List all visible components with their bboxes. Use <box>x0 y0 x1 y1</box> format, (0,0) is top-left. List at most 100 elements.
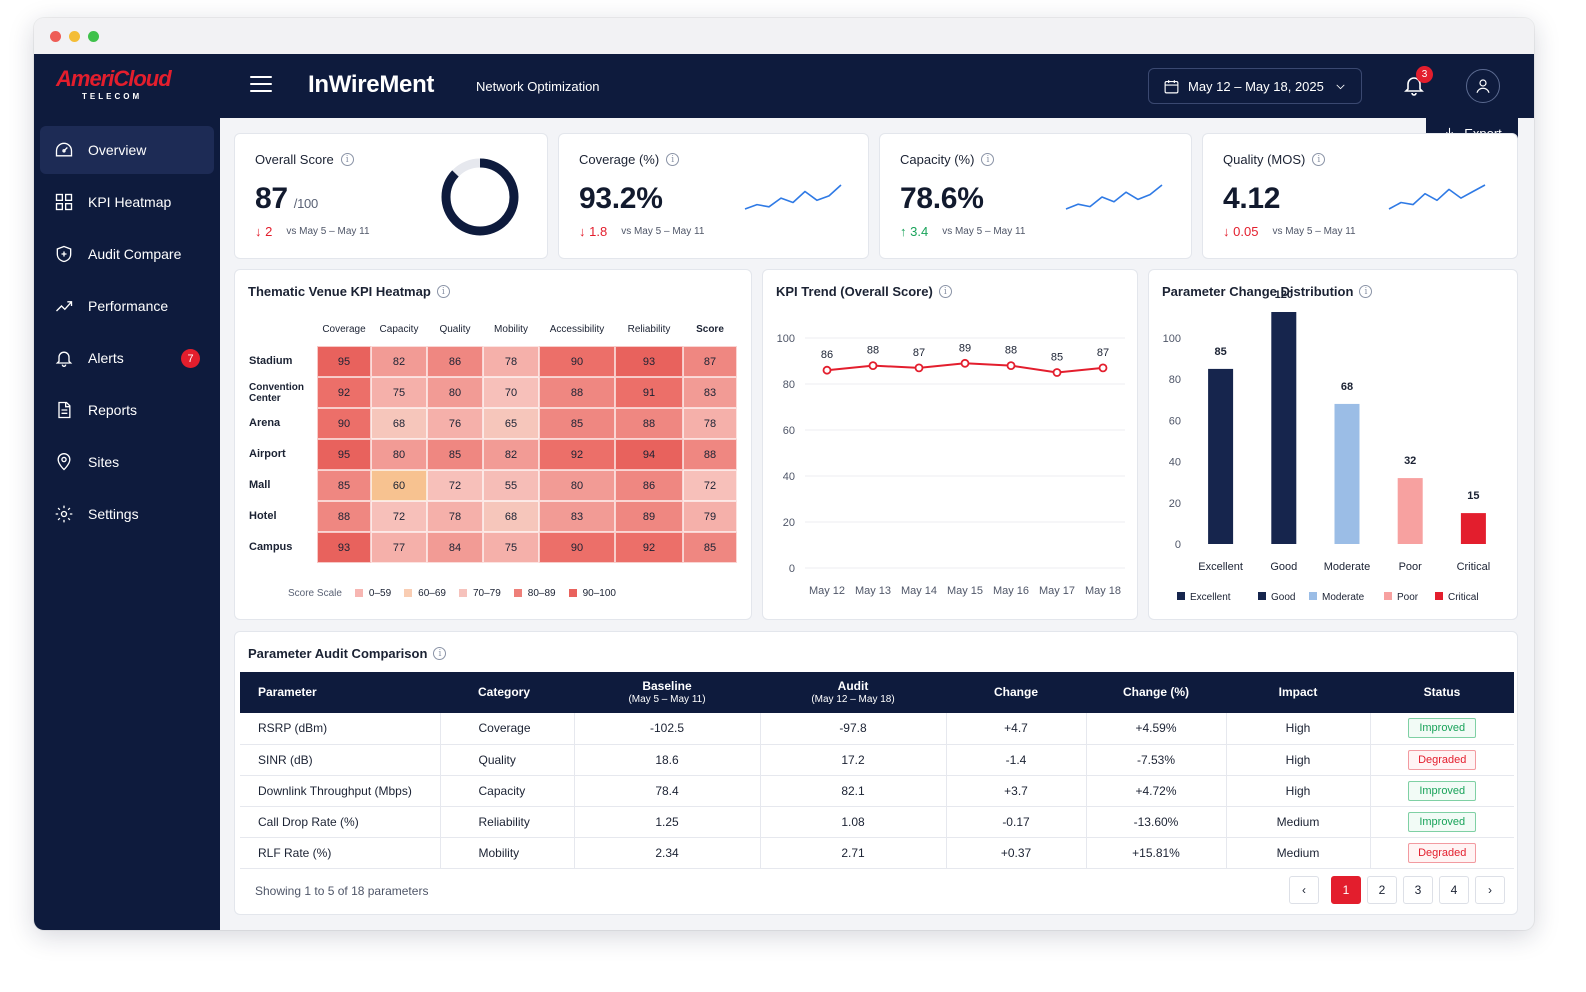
heatmap-cell[interactable]: 75 <box>371 377 427 408</box>
col-header-category[interactable]: Category <box>478 685 531 699</box>
heatmap-cell[interactable]: 55 <box>483 470 539 501</box>
col-header-baseline[interactable]: Baseline (May 5 – May 11) <box>574 672 760 713</box>
info-icon[interactable]: i <box>666 153 680 166</box>
heatmap-cell[interactable]: 93 <box>317 532 371 563</box>
heatmap-cell[interactable]: 86 <box>615 470 683 501</box>
heatmap-cell[interactable]: 72 <box>683 470 737 501</box>
heatmap-cell[interactable]: 80 <box>371 439 427 470</box>
pagination-next-button[interactable]: › <box>1475 876 1505 904</box>
date-range-picker[interactable]: May 12 – May 18, 2025 <box>1148 68 1362 104</box>
heatmap-cell[interactable]: 68 <box>483 501 539 532</box>
info-icon[interactable]: i <box>1312 153 1326 166</box>
sidebar-item-performance[interactable]: Performance <box>40 282 214 330</box>
company-logo[interactable]: AmeriCloud TELECOM <box>56 66 176 104</box>
heatmap-cell[interactable]: 60 <box>371 470 427 501</box>
heatmap-cell[interactable]: 85 <box>427 439 483 470</box>
user-avatar[interactable] <box>1466 69 1500 103</box>
heatmap-cell[interactable]: 90 <box>539 346 615 377</box>
bell-icon <box>55 351 73 367</box>
pagination-page-button[interactable]: 4 <box>1439 876 1469 904</box>
heatmap-cell[interactable]: 89 <box>615 501 683 532</box>
heatmap-cell[interactable]: 72 <box>427 470 483 501</box>
col-header-change-pct[interactable]: Change (%) <box>1123 685 1189 699</box>
heatmap-cell[interactable]: 78 <box>427 501 483 532</box>
heatmap-cell[interactable]: 86 <box>427 346 483 377</box>
heatmap-cell[interactable]: 90 <box>539 532 615 563</box>
close-window-button[interactable] <box>50 30 61 42</box>
pagination-page-button[interactable]: 1 <box>1331 876 1361 904</box>
heatmap-cell[interactable]: 90 <box>317 408 371 439</box>
heatmap-cell[interactable]: 77 <box>371 532 427 563</box>
heatmap-cell[interactable]: 93 <box>615 346 683 377</box>
col-header-change[interactable]: Change <box>993 685 1038 699</box>
sidebar-item-overview[interactable]: Overview <box>40 126 214 174</box>
col-header-parameter[interactable]: Parameter <box>258 685 317 699</box>
col-header-impact[interactable]: Impact <box>1278 685 1318 699</box>
table-row[interactable]: Downlink Throughput (Mbps) Capacity 78.4 82… <box>240 775 1514 806</box>
heatmap-cell[interactable]: 88 <box>539 377 615 408</box>
heatmap-cell[interactable]: 70 <box>483 377 539 408</box>
table-row[interactable]: RSRP (dBm) Coverage -102.5 -97.8 +4.7 +4.59% H… <box>240 713 1514 744</box>
user-icon <box>1476 79 1490 93</box>
hamburger-icon[interactable] <box>250 76 272 96</box>
info-icon[interactable]: i <box>436 285 450 298</box>
heatmap-cell[interactable]: 83 <box>539 501 615 532</box>
maximize-window-button[interactable] <box>88 30 99 42</box>
heatmap-cell[interactable]: 76 <box>427 408 483 439</box>
kpi-trend-chart: 0 20 40 60 80 100 May 12 May 13 May 14 May 15 May … <box>777 333 1125 597</box>
heatmap-cell[interactable]: 75 <box>483 532 539 563</box>
heatmap-cell[interactable]: 82 <box>483 439 539 470</box>
table-row[interactable]: SINR (dB) Quality 18.6 17.2 -1.4 -7.53% High De… <box>240 744 1514 775</box>
sidebar-item-settings[interactable]: Settings <box>40 490 214 538</box>
info-icon[interactable]: i <box>938 285 952 298</box>
heatmap-cell[interactable]: 83 <box>683 377 737 408</box>
notifications-button[interactable]: 3 <box>1402 66 1433 99</box>
heatmap-cell[interactable]: 95 <box>317 346 371 377</box>
heatmap-cell[interactable]: 79 <box>683 501 737 532</box>
sidebar-item-kpi-heatmap[interactable]: KPI Heatmap <box>40 178 214 226</box>
heatmap-cell[interactable]: 82 <box>371 346 427 377</box>
pagination-prev-button[interactable]: ‹ <box>1289 876 1319 904</box>
pagination-page-button[interactable]: 3 <box>1403 876 1433 904</box>
table-row[interactable]: RLF Rate (%) Mobility 2.34 2.71 +0.37 +15.81%… <box>240 837 1514 868</box>
table-row[interactable]: Call Drop Rate (%) Reliability 1.25 1.08 -0.… <box>240 806 1514 837</box>
heatmap-cell[interactable]: 95 <box>317 439 371 470</box>
heatmap-cell[interactable]: 91 <box>615 377 683 408</box>
heatmap-cell[interactable]: 85 <box>317 470 371 501</box>
pagination-page-button[interactable]: 2 <box>1367 876 1397 904</box>
info-icon[interactable]: i <box>433 647 447 660</box>
info-icon[interactable]: i <box>1359 285 1373 298</box>
heatmap-cell[interactable]: 92 <box>317 377 371 408</box>
heatmap-cell[interactable]: 80 <box>539 470 615 501</box>
heatmap-cell[interactable]: 68 <box>371 408 427 439</box>
kpi-delta: ↓ 2 <box>255 224 272 239</box>
minimize-window-button[interactable] <box>69 30 80 42</box>
heatmap-cell[interactable]: 65 <box>483 408 539 439</box>
heatmap-cell[interactable]: 87 <box>683 346 737 377</box>
heatmap-cell[interactable]: 88 <box>683 439 737 470</box>
heatmap-cell[interactable]: 78 <box>483 346 539 377</box>
sidebar-item-reports[interactable]: Reports <box>40 386 214 434</box>
col-header-audit[interactable]: Audit (May 12 – May 18) <box>760 672 946 713</box>
heatmap-cell[interactable]: 78 <box>683 408 737 439</box>
data-label: 88 <box>1005 345 1017 357</box>
heatmap-cell[interactable]: 85 <box>683 532 737 563</box>
info-icon[interactable]: i <box>340 153 354 166</box>
sidebar-item-sites[interactable]: Sites <box>40 438 214 486</box>
heatmap-cell[interactable]: 88 <box>615 408 683 439</box>
status-badge: Improved <box>1408 811 1477 832</box>
heatmap-cell[interactable]: 92 <box>615 532 683 563</box>
heatmap-cell[interactable]: 72 <box>371 501 427 532</box>
heatmap-cell[interactable]: 94 <box>615 439 683 470</box>
heatmap-cell[interactable]: 80 <box>427 377 483 408</box>
heatmap-cell[interactable]: 92 <box>539 439 615 470</box>
heatmap-row-header: Campus <box>249 541 293 553</box>
info-icon[interactable]: i <box>981 153 995 166</box>
col-header-status[interactable]: Status <box>1423 685 1461 699</box>
y-tick-label: 0 <box>1175 539 1181 551</box>
sidebar-item-audit-compare[interactable]: Audit Compare <box>40 230 214 278</box>
sidebar-item-alerts[interactable]: Alerts 7 <box>40 334 214 382</box>
heatmap-cell[interactable]: 88 <box>317 501 371 532</box>
heatmap-cell[interactable]: 84 <box>427 532 483 563</box>
heatmap-cell[interactable]: 85 <box>539 408 615 439</box>
